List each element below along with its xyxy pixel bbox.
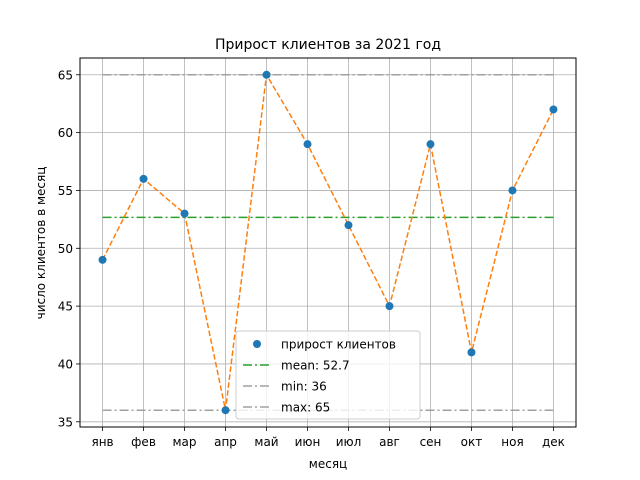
plot-frame	[79, 57, 577, 428]
x-ticks: янв фев мар апр май июн июл авг сен окт ноя дек	[91, 427, 565, 449]
data-point	[549, 105, 558, 114]
legend-marker	[253, 340, 261, 348]
y-tick-label: 60	[58, 126, 73, 140]
x-tick-label: окт	[461, 435, 483, 449]
x-tick-label: июл	[336, 435, 362, 449]
data-point	[385, 302, 394, 311]
x-axis-label: месяц	[309, 457, 347, 471]
data-point	[180, 209, 189, 218]
y-tick-label: 45	[58, 300, 73, 314]
series-polyline	[101, 72, 555, 411]
x-tick-label: ноя	[501, 435, 523, 449]
data-point	[139, 174, 148, 183]
x-tick-label: май	[254, 435, 278, 449]
legend-label: mean: 52.7	[281, 359, 350, 373]
data-point	[426, 140, 435, 149]
chart-title: Прирост клиентов за 2021 год	[215, 37, 441, 53]
y-axis-label: число клиентов в месяц	[34, 167, 48, 320]
data-point	[303, 140, 312, 149]
y-ticks: 35 40 45 50 55 60 65	[58, 68, 80, 429]
x-tick-label: апр	[214, 435, 237, 449]
data-point	[508, 186, 517, 195]
legend-label: max: 65	[281, 401, 330, 415]
x-tick-label: мар	[173, 435, 197, 449]
x-tick-label: янв	[91, 435, 113, 449]
y-tick-label: 40	[58, 357, 73, 371]
data-point	[98, 255, 107, 264]
x-tick-label: дек	[542, 435, 565, 449]
y-tick-label: 50	[58, 242, 73, 256]
data-point	[221, 406, 230, 415]
data-point	[262, 70, 271, 79]
legend-box	[235, 330, 421, 420]
x-tick-label: фев	[131, 435, 156, 449]
series-line	[101, 72, 555, 411]
x-tick-label: июн	[295, 435, 321, 449]
data-points	[98, 70, 558, 415]
y-tick-label: 55	[58, 184, 73, 198]
legend: прирост клиентов mean: 52.7 min: 36 max: 65	[235, 330, 421, 420]
y-tick-label: 35	[58, 415, 73, 429]
data-point	[467, 348, 476, 357]
legend-label: min: 36	[281, 380, 327, 394]
legend-label: прирост клиентов	[281, 338, 396, 352]
y-tick-label: 65	[58, 68, 73, 82]
x-tick-label: авг	[379, 435, 400, 449]
x-tick-label: сен	[420, 435, 442, 449]
data-point	[344, 221, 353, 230]
